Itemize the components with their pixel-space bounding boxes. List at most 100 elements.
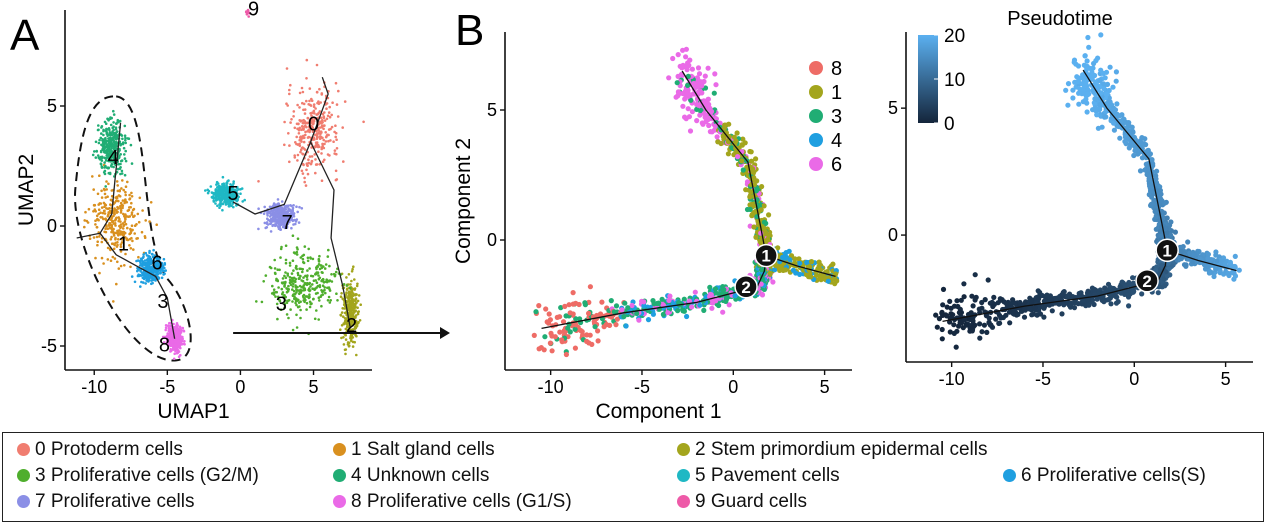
- umap-point: [87, 207, 91, 211]
- umap-point: [356, 299, 360, 303]
- umap-point: [103, 166, 106, 169]
- umap-point: [311, 283, 314, 286]
- umap-point: [155, 223, 158, 226]
- umap-point: [288, 281, 292, 285]
- umap-point: [104, 203, 108, 207]
- legend-swatch: [809, 109, 823, 123]
- umap-point: [341, 126, 345, 129]
- legend-label: 3: [831, 106, 842, 128]
- umap-point: [296, 248, 299, 251]
- umap-point: [102, 262, 105, 265]
- umap-point: [126, 226, 129, 230]
- umap-point: [291, 234, 295, 237]
- umap-point: [284, 271, 287, 274]
- umap-point: [102, 143, 106, 146]
- umap-point: [288, 144, 291, 147]
- umap-series: [254, 234, 352, 336]
- umap-point: [110, 235, 113, 239]
- umap-point: [263, 221, 267, 225]
- umap-point: [98, 174, 101, 177]
- umap-point: [183, 340, 186, 343]
- umap-point: [109, 139, 112, 143]
- umap-point: [296, 271, 300, 275]
- umap-point: [113, 257, 117, 260]
- cluster-label: 8: [159, 334, 170, 356]
- umap-point: [122, 188, 125, 192]
- umap-point: [130, 191, 133, 195]
- trajectory-point: [825, 278, 831, 284]
- umap-point: [283, 274, 286, 278]
- umap-point: [120, 187, 123, 190]
- umap-point: [206, 188, 209, 192]
- trajectory-point: [687, 128, 694, 134]
- umap-point: [313, 153, 317, 156]
- trajectory-point: [708, 108, 715, 115]
- umap-point: [106, 227, 110, 231]
- trajectory-point: [834, 278, 840, 284]
- umap-point: [285, 204, 289, 208]
- trajectory-point: [721, 287, 727, 293]
- umap-point: [308, 155, 312, 158]
- umap-point: [269, 230, 273, 233]
- trajectory-point: [699, 120, 705, 126]
- umap-point: [117, 206, 120, 210]
- umap-point: [130, 224, 134, 227]
- legend-label: 1: [831, 82, 842, 104]
- umap-point: [317, 274, 320, 277]
- umap-point: [128, 232, 131, 236]
- umap-point: [309, 256, 312, 259]
- umap-point: [103, 120, 107, 124]
- umap-point: [335, 178, 339, 181]
- umap-point: [334, 135, 338, 139]
- umap-point: [342, 336, 345, 339]
- cluster-label: 3: [157, 291, 168, 313]
- umap-point: [100, 159, 104, 162]
- umap-point: [120, 241, 124, 244]
- panel-a-points: [83, 8, 365, 361]
- umap-point: [295, 313, 298, 317]
- panel-a-letter: A: [10, 11, 40, 60]
- umap-point: [322, 138, 326, 142]
- umap-point: [340, 311, 344, 314]
- umap-point: [216, 191, 220, 194]
- umap-point: [322, 127, 325, 131]
- umap-point: [124, 185, 128, 188]
- umap-point: [277, 208, 281, 212]
- umap-point: [334, 124, 337, 127]
- umap-point: [100, 216, 104, 219]
- umap-point: [298, 205, 301, 209]
- umap-point: [308, 300, 312, 304]
- umap-point: [111, 126, 114, 130]
- umap-point: [328, 301, 332, 304]
- umap-point: [309, 302, 313, 306]
- trajectory-point: [536, 303, 542, 309]
- umap-point: [223, 198, 227, 202]
- trajectory-point: [694, 118, 700, 124]
- umap-point: [130, 195, 134, 198]
- umap-point: [347, 273, 351, 276]
- trajectory-point: [714, 134, 720, 140]
- umap-point: [315, 281, 319, 285]
- trajectory-point: [665, 310, 671, 316]
- umap-point: [306, 116, 310, 120]
- umap-point: [340, 292, 343, 295]
- umap-point: [300, 125, 304, 128]
- trajectory-point: [572, 345, 579, 351]
- umap-point: [340, 336, 343, 340]
- umap-point: [112, 300, 115, 303]
- trajectory-point: [695, 65, 702, 71]
- umap-point: [94, 256, 97, 260]
- umap-point: [352, 292, 355, 296]
- umap-point: [263, 205, 267, 209]
- umap-point: [290, 272, 294, 275]
- umap-point: [115, 211, 119, 214]
- umap-point: [116, 231, 120, 235]
- umap-point: [179, 340, 182, 344]
- umap-point: [300, 207, 304, 210]
- umap-point: [271, 210, 275, 214]
- umap-point: [103, 169, 107, 173]
- trajectory-point: [680, 103, 686, 109]
- umap-point: [314, 107, 317, 110]
